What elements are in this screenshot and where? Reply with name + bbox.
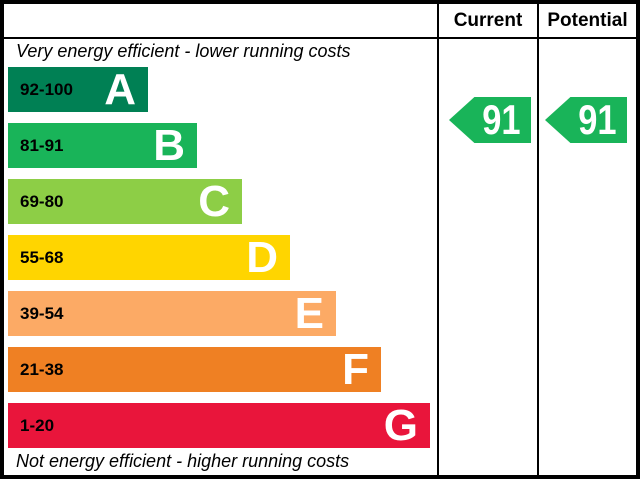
band-c-letter: C	[198, 176, 230, 226]
band-e: 39-54 E	[8, 291, 336, 336]
top-caption: Very energy efficient - lower running co…	[16, 41, 351, 61]
band-f-range-label: 21-38	[20, 359, 64, 379]
band-d: 55-68 D	[8, 235, 290, 280]
potential-rating-arrow: 91	[545, 97, 627, 143]
band-g: 1-20 G	[8, 403, 430, 448]
current-column-header: Current	[453, 9, 523, 31]
header-separator-line	[4, 37, 636, 39]
band-e-letter: E	[294, 288, 324, 338]
band-b-range-label: 81-91	[20, 135, 64, 155]
potential-rating-value: 91	[577, 96, 617, 143]
current-rating-value: 91	[481, 96, 521, 143]
current-column-divider	[437, 4, 439, 475]
potential-column-divider	[537, 4, 539, 475]
band-d-letter: D	[246, 232, 278, 282]
band-a-range-label: 92-100	[20, 79, 73, 99]
band-b-letter: B	[153, 120, 185, 170]
bottom-caption: Not energy efficient - higher running co…	[16, 451, 350, 471]
current-rating-arrow: 91	[449, 97, 531, 143]
band-c: 69-80 C	[8, 179, 242, 224]
band-a-letter: A	[104, 64, 136, 114]
band-c-range-label: 69-80	[20, 191, 64, 211]
band-g-letter: G	[383, 400, 418, 450]
band-g-range-label: 1-20	[20, 415, 55, 435]
band-e-range-label: 39-54	[20, 303, 64, 323]
band-f-letter: F	[342, 344, 369, 394]
band-f: 21-38 F	[8, 347, 381, 392]
band-d-range-label: 55-68	[20, 247, 64, 267]
band-a: 92-100 A	[8, 67, 148, 112]
band-b: 81-91 B	[8, 123, 197, 168]
potential-column-header: Potential	[547, 9, 628, 31]
